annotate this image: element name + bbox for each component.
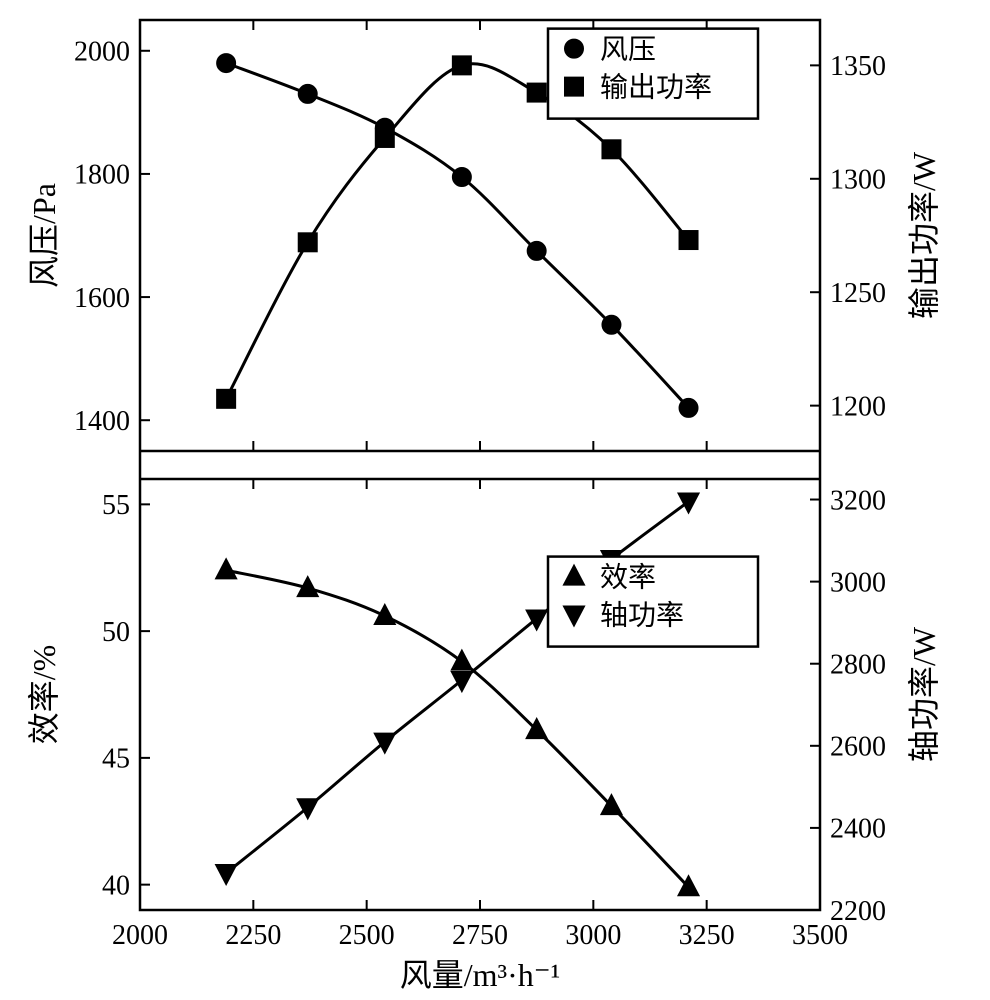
svg-text:55: 55 (102, 490, 130, 521)
svg-text:轴功率/W: 轴功率/W (906, 626, 942, 762)
svg-text:3000: 3000 (565, 920, 621, 951)
svg-text:1250: 1250 (830, 278, 886, 309)
svg-text:2500: 2500 (339, 920, 395, 951)
svg-text:2200: 2200 (830, 896, 886, 927)
svg-text:1800: 1800 (74, 160, 130, 191)
svg-text:2000: 2000 (74, 37, 130, 68)
svg-text:2600: 2600 (830, 732, 886, 763)
svg-text:输出功率/W: 输出功率/W (906, 151, 942, 319)
svg-text:2250: 2250 (225, 920, 281, 951)
svg-text:45: 45 (102, 744, 130, 775)
svg-text:2750: 2750 (452, 920, 508, 951)
svg-text:2800: 2800 (830, 650, 886, 681)
svg-text:风量/m³·h⁻¹: 风量/m³·h⁻¹ (400, 957, 561, 993)
svg-text:风压/Pa: 风压/Pa (26, 183, 62, 288)
svg-text:风压: 风压 (600, 34, 656, 65)
svg-text:40: 40 (102, 870, 130, 901)
svg-text:1600: 1600 (74, 283, 130, 314)
svg-text:轴功率: 轴功率 (600, 599, 684, 631)
svg-text:1400: 1400 (74, 406, 130, 437)
svg-text:1350: 1350 (830, 51, 886, 82)
svg-text:1300: 1300 (830, 165, 886, 196)
svg-text:效率: 效率 (600, 561, 656, 593)
svg-text:50: 50 (102, 617, 130, 648)
svg-text:2000: 2000 (112, 920, 168, 951)
svg-text:2400: 2400 (830, 814, 886, 845)
svg-text:3250: 3250 (679, 920, 735, 951)
svg-text:输出功率: 输出功率 (600, 71, 712, 103)
svg-text:效率/%: 效率/% (26, 645, 62, 745)
chart-canvas: 2000225025002750300032503500风量/m³·h⁻¹140… (0, 0, 990, 1000)
svg-text:1200: 1200 (830, 391, 886, 422)
svg-text:3200: 3200 (830, 485, 886, 516)
svg-text:3000: 3000 (830, 567, 886, 598)
